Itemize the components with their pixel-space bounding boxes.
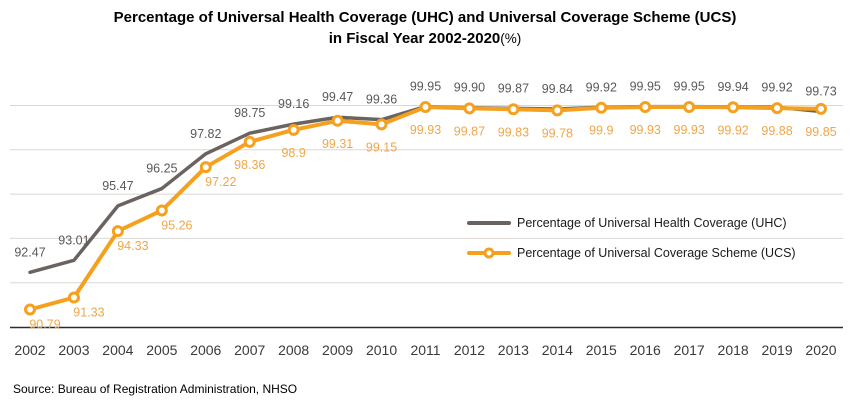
ucs-marker [331,114,344,127]
uhc-data-label: 99.92 [761,80,792,94]
source-note: Source: Bureau of Registration Administr… [13,382,298,396]
chart-title-line1: Percentage of Universal Health Coverage … [113,9,737,26]
uhc-line-swatch-icon [467,221,511,225]
uhc-data-label: 98.75 [234,106,265,120]
ucs-marker [595,101,608,114]
ucs-data-label: 99.93 [410,123,441,137]
ucs-marker [727,101,740,114]
chart-title-unit: (%) [500,31,522,46]
ucs-data-label: 94.33 [117,239,148,253]
ucs-data-label: 99.85 [805,125,836,139]
ucs-marker [551,104,564,117]
x-axis-tick-label: 2010 [366,342,397,358]
ucs-marker [507,103,520,116]
x-axis-tick-label: 2017 [674,342,705,358]
ucs-data-label: 99.92 [717,123,748,137]
ucs-data-label: 98.9 [281,146,305,160]
x-axis-tick-label: 2003 [58,342,89,358]
legend-label-uhc: Percentage of Universal Health Coverage … [517,216,787,230]
ucs-marker [67,291,80,304]
uhc-data-label: 99.94 [717,80,748,94]
x-axis-tick-label: 2014 [542,342,573,358]
x-axis-tick-label: 2016 [630,342,661,358]
x-axis-tick-label: 2020 [805,342,836,358]
x-axis-tick-label: 2005 [146,342,177,358]
uhc-data-label: 99.87 [498,81,529,95]
x-axis-tick-label: 2008 [278,342,309,358]
ucs-marker [419,101,432,114]
uhc-data-label: 99.36 [366,93,397,107]
ucs-data-label: 91.33 [73,306,104,320]
ucs-line-marker-swatch-icon [467,247,511,259]
ucs-marker [375,118,388,131]
x-axis-tick-label: 2002 [14,342,45,358]
legend-item-uhc: Percentage of Universal Health Coverage … [466,208,796,238]
ucs-data-label: 98.36 [234,158,265,172]
ucs-marker [639,101,652,114]
ucs-marker [463,102,476,115]
ucs-data-label: 99.88 [761,124,792,138]
ucs-data-label: 97.22 [205,175,236,189]
x-axis-tick-label: 2018 [718,342,749,358]
ucs-marker [683,101,696,114]
chart-title-line2: in Fiscal Year 2002-2020(%) [328,30,522,47]
uhc-data-label: 99.84 [542,82,573,96]
chart-title: Percentage of Universal Health Coverage … [0,7,850,49]
ucs-data-label: 95.26 [161,218,192,232]
x-axis-tick-label: 2007 [234,342,265,358]
uhc-data-label: 96.25 [146,162,177,176]
ucs-marker [771,102,784,115]
ucs-marker [199,161,212,174]
ucs-marker [815,102,827,115]
x-axis-tick-label: 2015 [586,342,617,358]
uhc-data-label: 99.95 [410,80,441,94]
legend-item-ucs: Percentage of Universal Coverage Scheme … [466,238,796,268]
x-axis-tick-label: 2011 [410,342,440,358]
uhc-data-label: 95.47 [102,179,133,193]
uhc-data-label: 93.01 [58,233,89,247]
x-axis-tick-label: 2004 [102,342,133,358]
ucs-data-label: 99.87 [454,124,485,138]
ucs-data-label: 99.93 [674,123,705,137]
ucs-data-label: 90.79 [29,318,60,332]
x-axis-tick-label: 2012 [454,342,485,358]
ucs-data-label: 99.9 [589,124,613,138]
uhc-data-label: 99.73 [805,84,836,98]
uhc-data-label: 97.82 [190,127,221,141]
ucs-marker [155,204,168,217]
x-axis-tick-label: 2009 [322,342,353,358]
x-axis-tick-label: 2013 [498,342,529,358]
x-axis-tick-label: 2006 [190,342,221,358]
ucs-data-label: 99.78 [542,126,573,140]
ucs-data-label: 99.31 [322,137,353,151]
uhc-data-label: 99.90 [454,81,485,95]
uhc-data-label: 99.95 [674,80,705,94]
ucs-marker [287,123,300,136]
legend-label-ucs: Percentage of Universal Coverage Scheme … [517,246,796,260]
uhc-data-label: 99.95 [630,80,661,94]
uhc-data-label: 92.47 [14,245,45,259]
x-axis-tick-label: 2019 [761,342,792,358]
ucs-marker [243,135,256,148]
ucs-marker [111,225,124,238]
uhc-data-label: 99.92 [586,80,617,94]
ucs-data-label: 99.83 [498,125,529,139]
ucs-data-label: 99.15 [366,140,397,154]
legend: Percentage of Universal Health Coverage … [466,208,796,268]
ucs-data-label: 99.93 [630,123,661,137]
uhc-data-label: 99.16 [278,97,309,111]
ucs-marker [24,303,36,316]
uhc-data-label: 99.47 [322,90,353,104]
